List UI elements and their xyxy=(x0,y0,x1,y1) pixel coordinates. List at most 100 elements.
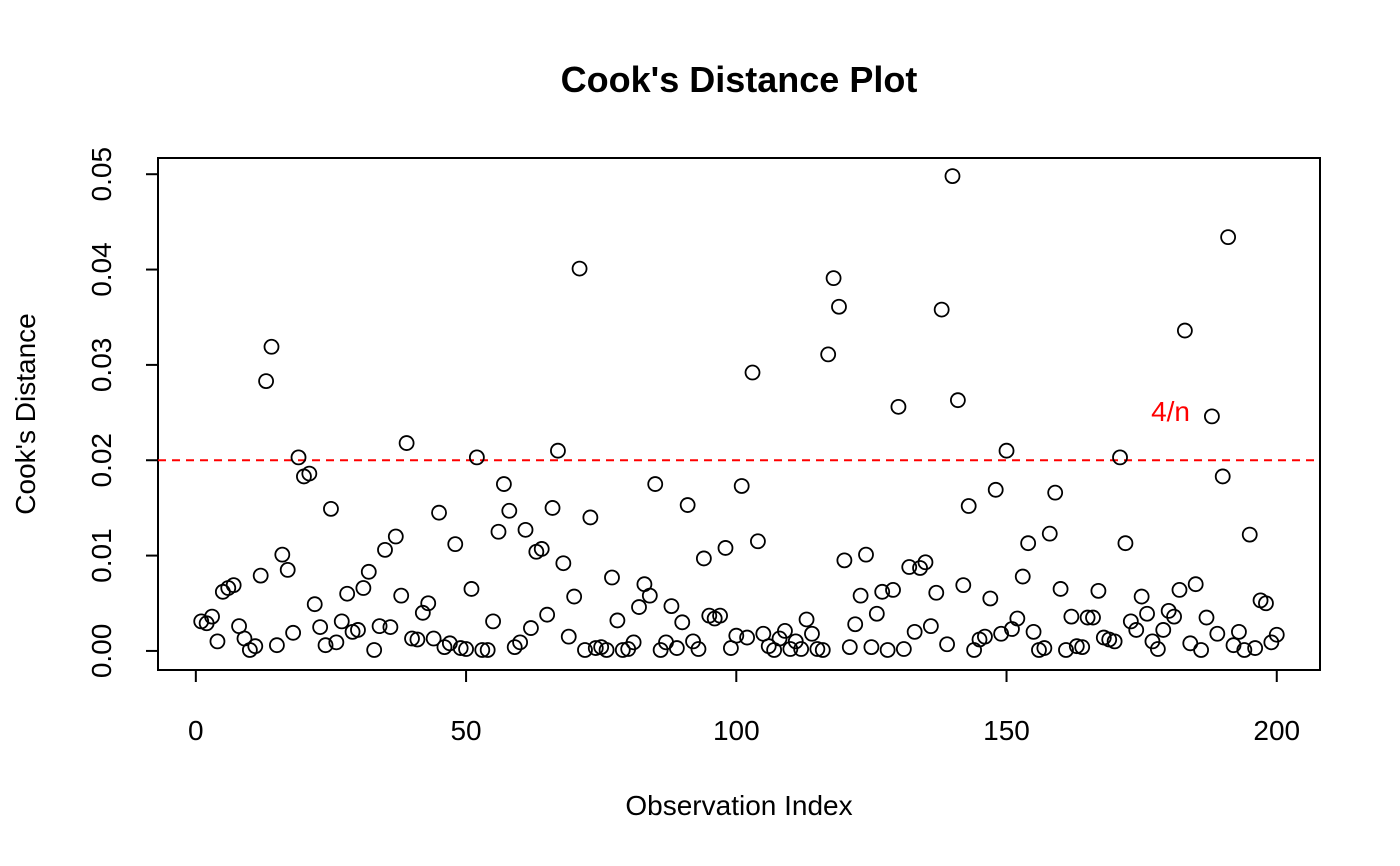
data-point xyxy=(944,168,961,185)
data-point xyxy=(717,540,734,556)
data-point xyxy=(279,561,296,578)
data-point xyxy=(1079,609,1096,626)
data-point xyxy=(1128,622,1145,638)
data-point xyxy=(323,500,339,517)
data-point xyxy=(458,641,474,657)
data-point xyxy=(641,587,658,604)
data-point xyxy=(285,624,302,641)
y-axis-label: Cook's Distance xyxy=(10,313,41,514)
data-point xyxy=(831,298,847,315)
data-point xyxy=(609,612,626,629)
data-point xyxy=(474,642,491,658)
data-point xyxy=(906,623,923,640)
data-point xyxy=(777,623,793,639)
data-point xyxy=(258,373,274,390)
data-point xyxy=(409,631,426,648)
data-point xyxy=(1058,642,1074,658)
data-point xyxy=(863,639,880,656)
data-point xyxy=(447,536,464,553)
data-point xyxy=(868,605,885,622)
data-point xyxy=(1047,484,1064,501)
data-point xyxy=(431,504,447,521)
data-point xyxy=(744,364,761,381)
data-point xyxy=(939,636,955,653)
data-point xyxy=(512,634,529,651)
data-point xyxy=(485,613,501,630)
data-point xyxy=(252,567,269,584)
data-point xyxy=(1074,639,1091,656)
data-point xyxy=(1041,525,1058,542)
data-point xyxy=(225,577,242,594)
data-point xyxy=(912,560,928,576)
y-tick-label: 0.00 xyxy=(86,624,117,679)
data-point xyxy=(387,528,404,545)
data-point xyxy=(490,523,507,540)
data-point xyxy=(750,533,766,550)
data-point xyxy=(414,604,431,621)
chart-title: Cook's Distance Plot xyxy=(561,59,918,100)
data-point xyxy=(695,550,712,567)
data-point xyxy=(571,260,588,277)
data-point xyxy=(333,613,350,630)
data-point xyxy=(1220,229,1237,246)
data-point xyxy=(933,301,950,318)
data-point xyxy=(350,622,366,638)
data-point xyxy=(1166,608,1182,625)
y-tick-label: 0.04 xyxy=(86,242,117,297)
data-point xyxy=(977,628,993,645)
data-point xyxy=(1160,602,1177,619)
data-point xyxy=(836,552,853,569)
data-point xyxy=(885,582,901,598)
data-point xyxy=(1036,640,1053,656)
data-point xyxy=(690,641,707,657)
data-point xyxy=(1155,622,1172,638)
data-point xyxy=(879,642,896,658)
data-point xyxy=(598,642,615,658)
data-point xyxy=(290,449,307,466)
data-point xyxy=(587,640,604,656)
data-point xyxy=(317,637,334,654)
data-point xyxy=(712,607,728,624)
data-point xyxy=(204,608,220,625)
data-point xyxy=(1241,526,1258,543)
data-point xyxy=(631,599,647,615)
data-point xyxy=(728,627,745,644)
data-point xyxy=(841,639,858,656)
plot-frame xyxy=(157,157,1321,671)
data-point xyxy=(1149,641,1166,657)
data-point xyxy=(1009,610,1026,627)
data-point xyxy=(1176,322,1193,339)
data-point xyxy=(463,581,480,597)
data-point xyxy=(917,554,934,571)
data-point xyxy=(1268,626,1285,643)
data-point xyxy=(955,577,972,594)
data-point xyxy=(1193,642,1209,658)
x-tick-label: 200 xyxy=(1253,715,1300,746)
y-axis: 0.00 0.01 0.02 0.03 0.04 0.05 xyxy=(86,147,159,679)
x-axis-label: Observation Index xyxy=(625,790,852,821)
data-point xyxy=(1258,595,1274,612)
data-point xyxy=(550,442,566,459)
data-point xyxy=(339,585,356,602)
data-point xyxy=(987,481,1004,498)
data-point xyxy=(398,435,415,451)
data-point xyxy=(306,596,323,613)
data-point xyxy=(441,635,458,652)
data-point xyxy=(544,500,561,516)
data-point xyxy=(452,640,469,656)
data-point xyxy=(371,618,388,635)
y-tick-label: 0.02 xyxy=(86,433,117,488)
data-point xyxy=(1198,609,1215,626)
data-point xyxy=(420,595,437,612)
data-point xyxy=(577,642,593,658)
data-point xyxy=(814,642,831,658)
data-point xyxy=(798,611,815,628)
x-tick-label: 0 xyxy=(188,715,204,746)
data-point xyxy=(949,392,966,409)
x-axis: 0 50 100 150 200 xyxy=(188,669,1300,746)
data-point xyxy=(1225,637,1242,654)
data-point xyxy=(614,642,631,658)
data-point xyxy=(523,620,539,636)
data-point xyxy=(674,614,691,631)
data-point xyxy=(209,633,226,650)
